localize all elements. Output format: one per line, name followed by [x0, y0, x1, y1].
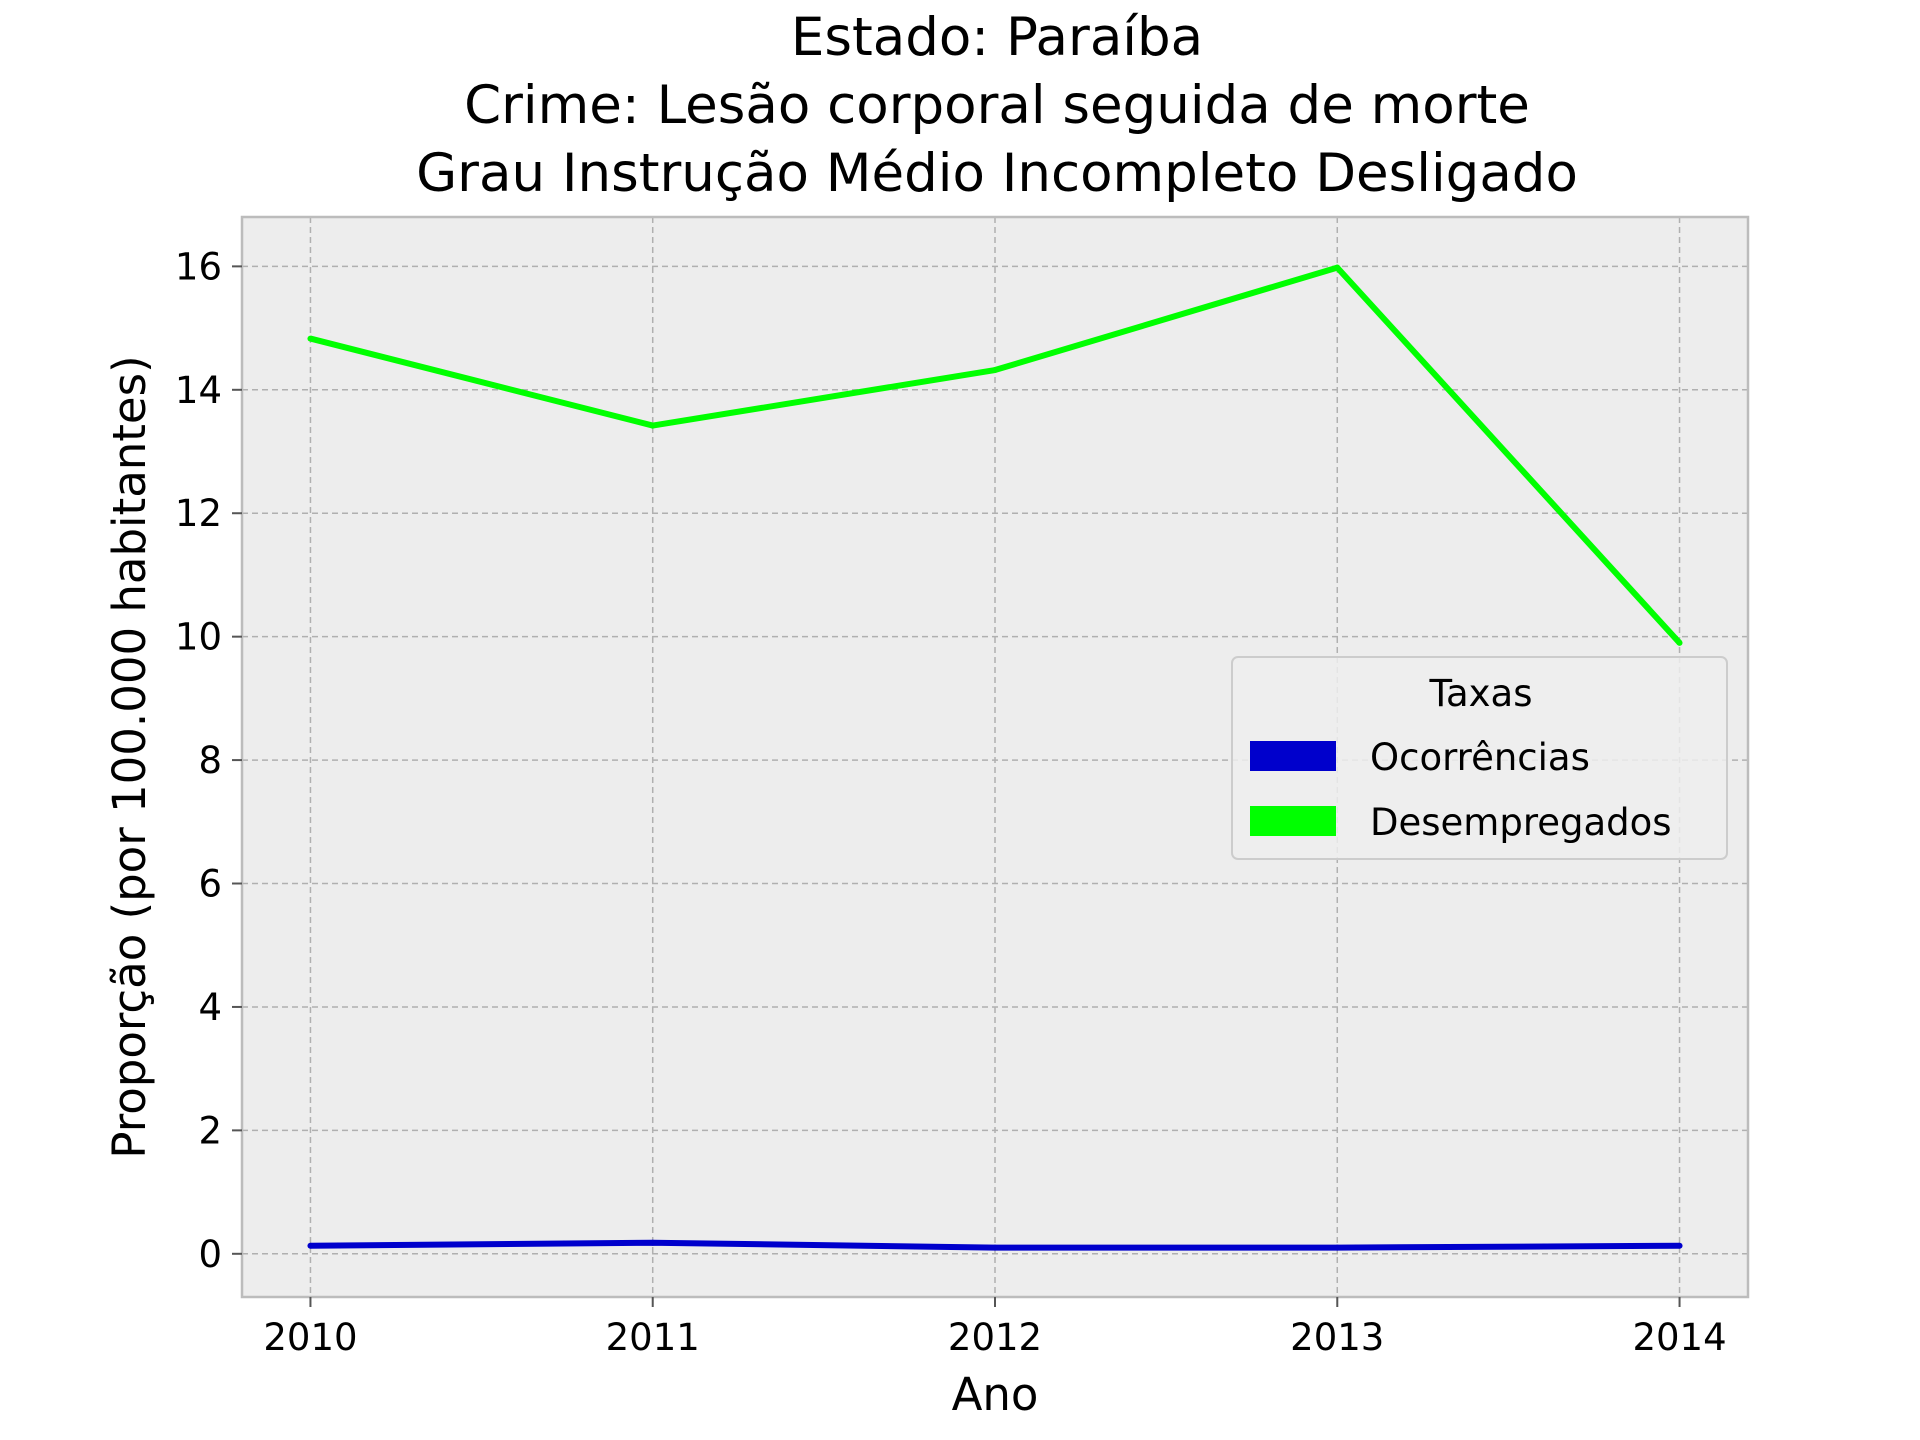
data-point-ocorrencias	[1676, 1242, 1683, 1249]
y-tick-label: 10	[175, 616, 222, 659]
data-point-ocorrencias	[649, 1239, 656, 1246]
legend-box	[1231, 656, 1728, 860]
y-tick-label: 6	[198, 863, 222, 906]
y-tick-label: 12	[175, 492, 222, 535]
chart-title: Estado: Paraíba Crime: Lesão corporal se…	[416, 7, 1578, 204]
x-tick-label: 2012	[948, 1316, 1042, 1359]
data-point-desempregados	[1334, 264, 1341, 271]
series-lines	[307, 264, 1683, 1251]
data-point-desempregados	[649, 422, 656, 429]
data-point-ocorrencias	[1334, 1244, 1341, 1251]
title-line-3: Grau Instrução Médio Incompleto Desligad…	[416, 143, 1578, 204]
data-point-desempregados	[992, 367, 998, 374]
legend-label-desempregados: Desempregados	[1370, 801, 1672, 844]
title-line-2: Crime: Lesão corporal seguida de morte	[464, 75, 1530, 136]
data-point-ocorrencias	[992, 1244, 998, 1251]
legend: Taxas Ocorrências Desempregados	[1231, 656, 1728, 860]
y-axis-label: Proporção (por 100.000 habitantes)	[103, 355, 156, 1158]
x-tick-label: 2011	[606, 1316, 700, 1359]
ticks: 2010 2011 2012 2013 2014 0 2 4 6 8 10 12 14 16	[175, 245, 1727, 1359]
x-tick-label: 2010	[263, 1316, 357, 1359]
x-tick-label: 2014	[1632, 1316, 1726, 1359]
y-tick-label: 2	[198, 1109, 222, 1152]
legend-label-ocorrencias: Ocorrências	[1370, 736, 1590, 779]
x-tick-label: 2013	[1290, 1316, 1384, 1359]
data-point-desempregados	[1676, 639, 1683, 646]
title-line-1: Estado: Paraíba	[791, 7, 1203, 68]
legend-swatch-ocorrencias	[1250, 741, 1336, 771]
y-tick-label: 16	[175, 245, 222, 288]
data-point-desempregados	[307, 335, 314, 342]
y-tick-label: 8	[198, 739, 222, 782]
x-axis-label: Ano	[952, 1368, 1039, 1421]
legend-title: Taxas	[1429, 672, 1533, 715]
y-tick-label: 4	[198, 986, 222, 1029]
y-tick-label: 14	[175, 369, 222, 412]
data-point-ocorrencias	[307, 1242, 314, 1249]
y-tick-label: 0	[198, 1233, 222, 1276]
legend-swatch-desempregados	[1250, 806, 1336, 836]
